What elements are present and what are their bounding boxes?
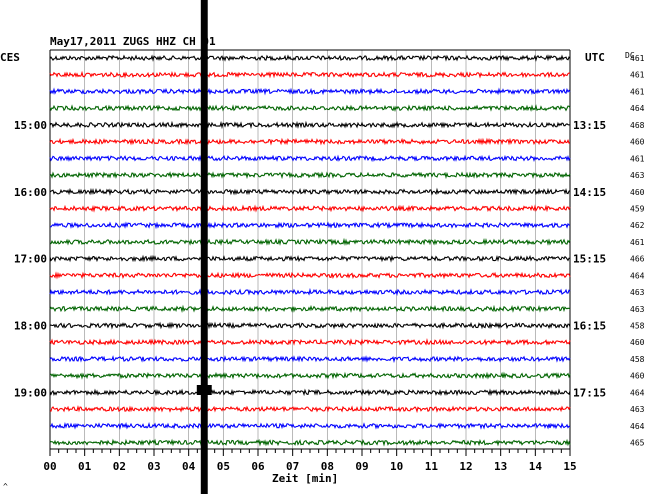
x-tick-label: 11 [425, 460, 439, 473]
dc-offset-label: 462 [630, 221, 645, 230]
left-time-label: 17:00 [14, 253, 47, 266]
left-time-label: 15:00 [14, 119, 47, 132]
gap-bar [200, 0, 208, 494]
seismic-trace-4 [49, 104, 571, 112]
dc-offset-label: 463 [630, 171, 645, 180]
dc-offset-label: 465 [630, 439, 645, 448]
right-time-labels: 13:15 14:15 15:15 16:15 17:15 [573, 119, 606, 400]
seismic-trace-17 [49, 321, 571, 330]
corner-mark: ^ [3, 482, 8, 491]
seismic-trace-24 [49, 438, 571, 447]
seismic-trace-20 [49, 371, 571, 380]
dc-offset-label: 460 [630, 338, 645, 347]
dc-offset-label: 459 [630, 204, 645, 213]
dc-offset-label: 460 [630, 188, 645, 197]
dc-offset-label: 468 [630, 121, 645, 130]
dc-offset-label: 461 [630, 87, 645, 96]
seismic-trace-18 [49, 338, 571, 347]
x-tick-label: 12 [459, 460, 472, 473]
seismic-trace-11 [49, 221, 571, 230]
dc-offset-label: 461 [630, 154, 645, 163]
x-tick-label: 04 [182, 460, 196, 473]
x-tick-label: 00 [43, 460, 56, 473]
right-time-label: 13:15 [573, 119, 606, 132]
seismic-trace-19 [49, 355, 571, 364]
seismic-trace-10 [49, 204, 571, 213]
seismic-trace-2 [49, 70, 571, 79]
right-time-label: 15:15 [573, 253, 606, 266]
left-time-labels: 15:00 16:00 17:00 18:00 19:00 [14, 119, 47, 400]
seismic-trace-6 [49, 137, 571, 146]
seismic-trace-14 [49, 271, 571, 280]
dc-offset-label: 463 [630, 288, 645, 297]
left-time-label: 19:00 [14, 386, 47, 399]
dc-offset-label: 466 [630, 255, 645, 264]
x-tick-label: 02 [113, 460, 126, 473]
seismic-trace-23 [49, 421, 571, 430]
x-tick-label: 01 [78, 460, 92, 473]
x-tick-label: 10 [390, 460, 403, 473]
dc-offset-label: 461 [630, 71, 645, 80]
dc-offset-label: 464 [630, 104, 645, 113]
dc-offset-label: 463 [630, 305, 645, 314]
right-time-label: 14:15 [573, 186, 606, 199]
gap-mark [196, 385, 212, 395]
x-tick-label: 03 [147, 460, 160, 473]
trace-group [49, 54, 571, 447]
dc-offset-label: 464 [630, 388, 645, 397]
dc-offset-label: 464 [630, 422, 645, 431]
seismic-trace-9 [49, 187, 571, 196]
seismic-trace-5 [49, 120, 571, 130]
x-tick-label: 06 [251, 460, 265, 473]
seismic-trace-22 [49, 405, 571, 414]
seismic-trace-16 [49, 304, 571, 314]
chart-title: May17,2011 ZUGS HHZ CH 01 [50, 35, 216, 48]
left-time-label: 16:00 [14, 186, 47, 199]
x-tick-label: 05 [217, 460, 230, 473]
seismic-trace-21 [49, 388, 571, 397]
dc-offset-label: 458 [630, 355, 645, 364]
x-tick-label: 09 [355, 460, 368, 473]
right-time-label: 16:15 [573, 320, 606, 333]
seismic-trace-1 [49, 54, 571, 62]
right-time-label: 17:15 [573, 386, 606, 399]
dc-offset-label: 461 [630, 238, 645, 247]
x-tick-label: 08 [321, 460, 334, 473]
x-tick-label: 15 [563, 460, 576, 473]
seismic-trace-7 [49, 154, 571, 163]
dc-offset-label: 464 [630, 271, 645, 280]
x-axis: 00 01 02 03 04 05 06 07 08 09 10 11 12 13 14 15 [43, 448, 577, 473]
seismic-trace-3 [49, 87, 571, 96]
dc-offset-labels: 461 461 461 464 468 460 461 463 460 459 462 461 466 4… [630, 54, 645, 448]
data-gap-bar [196, 0, 212, 494]
left-time-label: 18:00 [14, 320, 47, 333]
dc-offset-label: 460 [630, 138, 645, 147]
time-grid [49, 49, 571, 449]
x-axis-label: Zeit [min] [272, 472, 338, 485]
dc-offset-label: 460 [630, 372, 645, 381]
x-tick-label: 14 [529, 460, 543, 473]
right-timezone-label: UTC [585, 51, 605, 64]
x-tick-label: 13 [494, 460, 507, 473]
seismic-trace-13 [49, 254, 571, 263]
x-tick-label: 07 [286, 460, 299, 473]
dc-offset-label: 461 [630, 54, 645, 63]
dc-offset-label: 458 [630, 322, 645, 331]
seismic-trace-8 [49, 171, 571, 180]
dc-label: DC [625, 51, 635, 60]
seismic-trace-15 [49, 287, 571, 296]
dc-offset-label: 463 [630, 405, 645, 414]
left-timezone-label: CES [0, 51, 20, 64]
seismic-trace-12 [49, 237, 571, 246]
